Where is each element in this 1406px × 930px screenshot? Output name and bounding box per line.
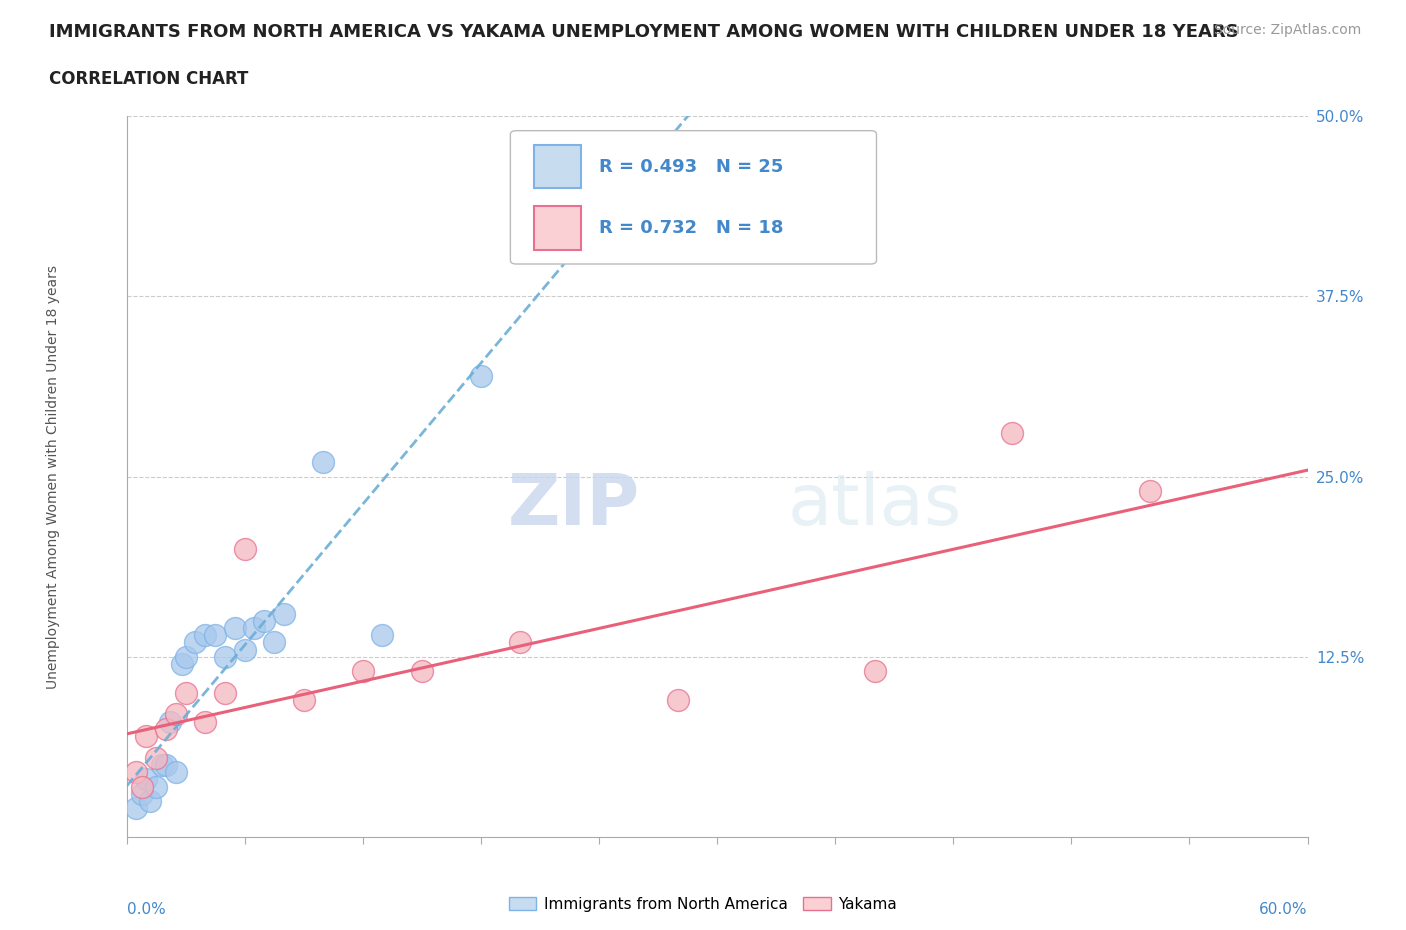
Point xyxy=(194,714,217,729)
Point xyxy=(666,693,689,708)
Point xyxy=(165,707,187,722)
Point xyxy=(145,751,167,765)
FancyBboxPatch shape xyxy=(534,206,581,249)
Text: CORRELATION CHART: CORRELATION CHART xyxy=(49,70,249,87)
Point xyxy=(470,368,492,383)
Point xyxy=(233,541,256,556)
Point xyxy=(131,787,153,802)
Point xyxy=(184,635,207,650)
Point xyxy=(174,685,197,700)
Point xyxy=(155,757,177,772)
Point xyxy=(214,649,236,664)
Point xyxy=(1139,484,1161,498)
FancyBboxPatch shape xyxy=(534,145,581,188)
Point xyxy=(204,628,226,643)
Point xyxy=(135,729,157,744)
Point xyxy=(509,635,531,650)
Point xyxy=(165,764,187,779)
Text: 60.0%: 60.0% xyxy=(1260,902,1308,917)
Legend: Immigrants from North America, Yakama: Immigrants from North America, Yakama xyxy=(503,890,903,918)
Point xyxy=(174,649,197,664)
FancyBboxPatch shape xyxy=(510,130,876,264)
Point xyxy=(548,224,571,239)
Point xyxy=(214,685,236,700)
Text: IMMIGRANTS FROM NORTH AMERICA VS YAKAMA UNEMPLOYMENT AMONG WOMEN WITH CHILDREN U: IMMIGRANTS FROM NORTH AMERICA VS YAKAMA … xyxy=(49,23,1239,41)
Text: R = 0.732   N = 18: R = 0.732 N = 18 xyxy=(599,219,783,237)
Point xyxy=(292,693,315,708)
Point xyxy=(139,793,162,808)
Point xyxy=(194,628,217,643)
Text: 0.0%: 0.0% xyxy=(127,902,166,917)
Point xyxy=(352,664,374,679)
Point xyxy=(150,757,173,772)
Point xyxy=(411,664,433,679)
Point xyxy=(125,764,148,779)
Point xyxy=(155,722,177,737)
Point xyxy=(233,642,256,657)
Point xyxy=(170,657,193,671)
Point xyxy=(312,455,335,470)
Text: Unemployment Among Women with Children Under 18 years: Unemployment Among Women with Children U… xyxy=(46,265,60,688)
Point xyxy=(253,614,276,629)
Point xyxy=(263,635,285,650)
Point xyxy=(863,664,886,679)
Point xyxy=(159,714,181,729)
Text: atlas: atlas xyxy=(787,471,962,540)
Point xyxy=(243,620,266,635)
Point xyxy=(125,801,148,816)
Point xyxy=(131,779,153,794)
Text: Source: ZipAtlas.com: Source: ZipAtlas.com xyxy=(1213,23,1361,37)
Text: ZIP: ZIP xyxy=(508,471,640,540)
Point xyxy=(145,779,167,794)
Point xyxy=(135,772,157,787)
Point xyxy=(224,620,246,635)
Point xyxy=(1001,426,1024,441)
Point xyxy=(371,628,394,643)
Text: R = 0.493   N = 25: R = 0.493 N = 25 xyxy=(599,158,783,176)
Point xyxy=(273,606,295,621)
